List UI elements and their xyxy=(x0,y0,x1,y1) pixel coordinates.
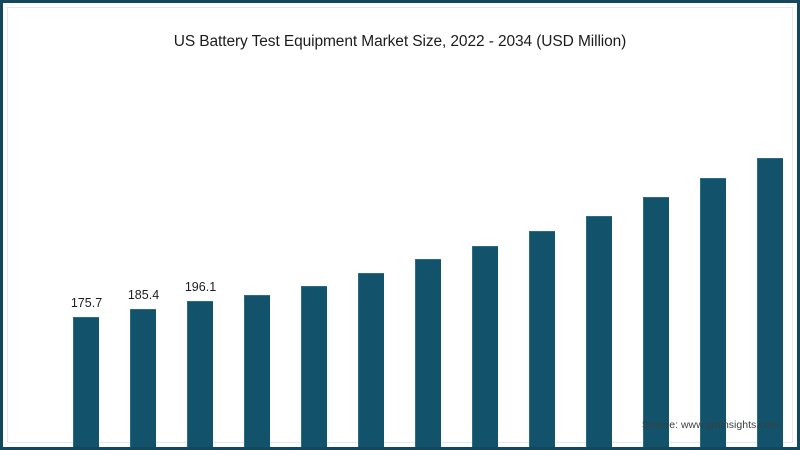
bar-slot xyxy=(115,143,172,447)
bar-value-label: 196.1 xyxy=(184,280,217,294)
bar-slot xyxy=(742,143,797,447)
bar-slot xyxy=(343,143,400,447)
bar[interactable] xyxy=(301,286,327,447)
bar-slot xyxy=(571,143,628,447)
bar[interactable] xyxy=(244,295,270,447)
bar[interactable] xyxy=(73,317,99,447)
bar-slot xyxy=(457,143,514,447)
bar-value-label: 175.7 xyxy=(70,296,103,310)
bar-slot xyxy=(229,143,286,447)
bar-slot xyxy=(400,143,457,447)
bar[interactable] xyxy=(700,178,726,447)
bar[interactable] xyxy=(358,273,384,447)
bar[interactable] xyxy=(415,259,441,447)
bar[interactable] xyxy=(643,197,669,447)
bar-slot xyxy=(172,143,229,447)
bar-slot xyxy=(685,143,742,447)
bar-slot xyxy=(58,143,115,447)
bar-value-label: 185.4 xyxy=(127,288,160,302)
bar[interactable] xyxy=(187,301,213,447)
source-attribution: Source: www.gminsights.com xyxy=(641,419,779,431)
bar[interactable] xyxy=(586,216,612,447)
bar[interactable] xyxy=(472,246,498,447)
bar-slot xyxy=(286,143,343,447)
bar-slot xyxy=(514,143,571,447)
bar[interactable] xyxy=(757,158,783,447)
chart-title: US Battery Test Equipment Market Size, 2… xyxy=(173,33,627,50)
bar[interactable] xyxy=(529,231,555,447)
bar[interactable] xyxy=(130,309,156,447)
bar-slot xyxy=(628,143,685,447)
